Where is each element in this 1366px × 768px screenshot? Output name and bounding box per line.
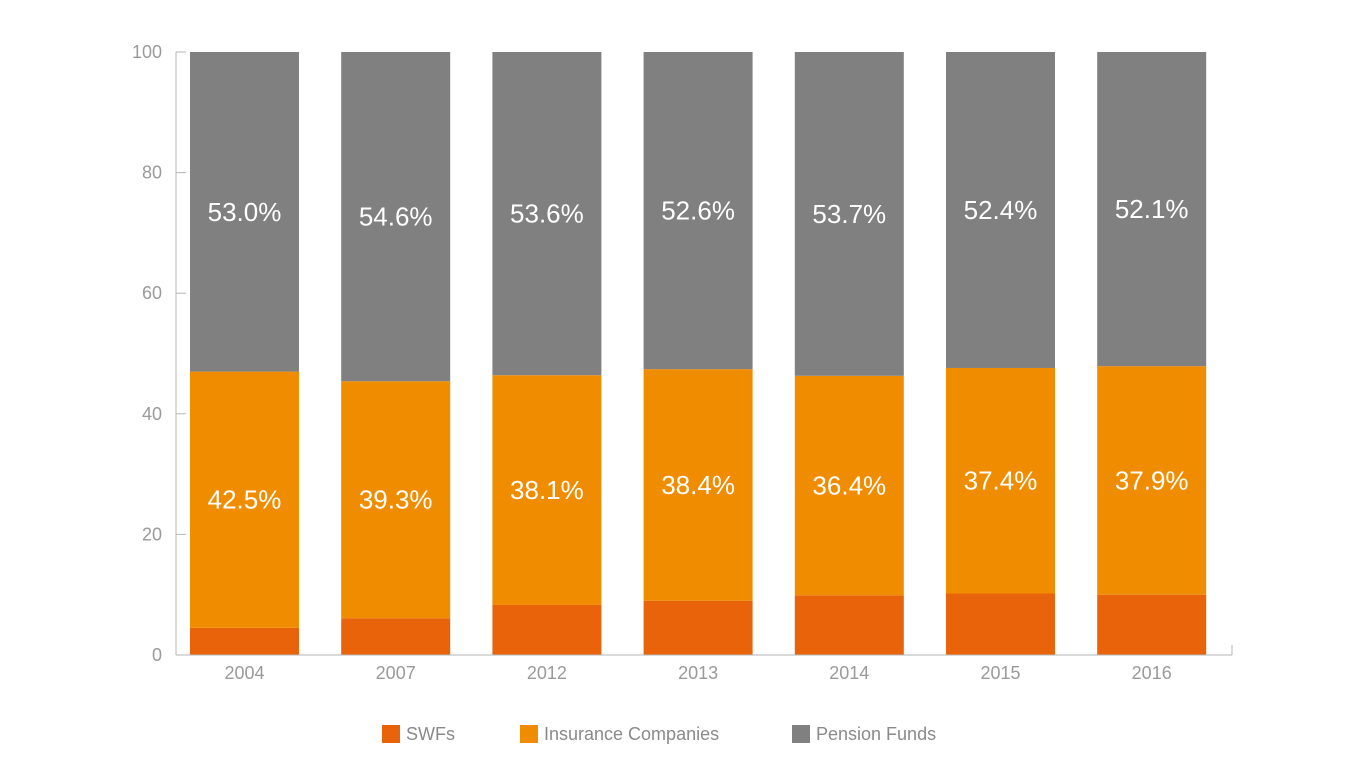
bar-swfs-2015 [946, 593, 1055, 655]
data-label-pension-funds-2013: 52.6% [661, 196, 735, 226]
legend-item-pension-funds: Pension Funds [792, 722, 936, 746]
bar-pension-funds-2007 [341, 52, 451, 382]
x-tick-label-2012: 2012 [527, 663, 567, 683]
bar-insurance-companies-2007 [341, 381, 451, 619]
data-label-insurance-companies-2014: 36.4% [812, 471, 886, 501]
bar-swfs-2007 [341, 618, 451, 655]
data-label-pension-funds-2014: 53.7% [812, 199, 886, 229]
legend-swatch-pension-funds [792, 725, 810, 743]
bar-insurance-companies-2004 [190, 371, 299, 628]
data-label-pension-funds-2007: 54.6% [359, 202, 433, 232]
bar-insurance-companies-2014 [794, 375, 904, 596]
bar-pension-funds-2014 [794, 52, 904, 376]
bar-pension-funds-2004 [190, 52, 299, 372]
legend-label-swfs: SWFs [406, 723, 455, 744]
x-tick-label-2016: 2016 [1132, 663, 1172, 683]
data-label-insurance-companies-2007: 39.3% [359, 485, 433, 515]
data-label-insurance-companies-2012: 38.1% [510, 475, 584, 505]
data-label-pension-funds-2004: 53.0% [208, 197, 282, 227]
y-tick-label-0: 0 [152, 645, 162, 665]
bar-insurance-companies-2016 [1097, 366, 1207, 595]
y-tick-label-100: 100 [132, 42, 162, 62]
bar-pension-funds-2012 [492, 52, 602, 376]
bar-swfs-2004 [190, 627, 299, 655]
legend-swatch-swfs [382, 725, 400, 743]
legend-item-swfs: SWFs [382, 722, 455, 746]
y-tick-label-60: 60 [142, 283, 162, 303]
bars-layer [190, 52, 1207, 655]
bar-insurance-companies-2015 [946, 367, 1055, 594]
data-label-insurance-companies-2013: 38.4% [661, 470, 735, 500]
x-tick-label-2013: 2013 [678, 663, 718, 683]
bar-swfs-2013 [643, 600, 753, 655]
data-labels-layer: 42.5% 53.0% 39.3% 54.6% 38.1% 53.6% 38.4% 52.6%… [208, 194, 1189, 515]
bar-swfs-2016 [1097, 594, 1207, 655]
x-tick-label-2014: 2014 [829, 663, 869, 683]
bar-pension-funds-2016 [1097, 52, 1207, 367]
axes-layer: 2004 2007 2012 2013 2014 2015 2016 0 20 40 60 80 100 [132, 42, 1233, 683]
legend-label-insurance-companies: Insurance Companies [544, 723, 720, 744]
y-tick-label-80: 80 [142, 163, 162, 183]
bar-insurance-companies-2013 [643, 369, 753, 601]
data-label-pension-funds-2012: 53.6% [510, 199, 584, 229]
data-label-insurance-companies-2015: 37.4% [964, 466, 1038, 496]
bar-pension-funds-2015 [946, 52, 1055, 368]
bar-swfs-2014 [794, 595, 904, 655]
data-label-insurance-companies-2016: 37.9% [1115, 465, 1189, 495]
legend-swatch-insurance-companies [520, 725, 538, 743]
bar-swfs-2012 [492, 604, 602, 655]
legend-item-insurance-companies: Insurance Companies [520, 722, 719, 746]
legend: SWFs Insurance Companies Pension Funds [0, 722, 1366, 746]
data-label-insurance-companies-2004: 42.5% [208, 485, 282, 515]
x-tick-label-2004: 2004 [224, 663, 264, 683]
legend-label-pension-funds: Pension Funds [816, 723, 937, 744]
data-label-pension-funds-2016: 52.1% [1115, 194, 1189, 224]
bar-insurance-companies-2012 [492, 375, 602, 605]
x-tick-label-2007: 2007 [376, 663, 416, 683]
x-tick-label-2015: 2015 [980, 663, 1020, 683]
data-label-pension-funds-2015: 52.4% [964, 195, 1038, 225]
bar-pension-funds-2013 [643, 52, 753, 370]
y-tick-label-20: 20 [142, 524, 162, 544]
y-tick-label-40: 40 [142, 404, 162, 424]
